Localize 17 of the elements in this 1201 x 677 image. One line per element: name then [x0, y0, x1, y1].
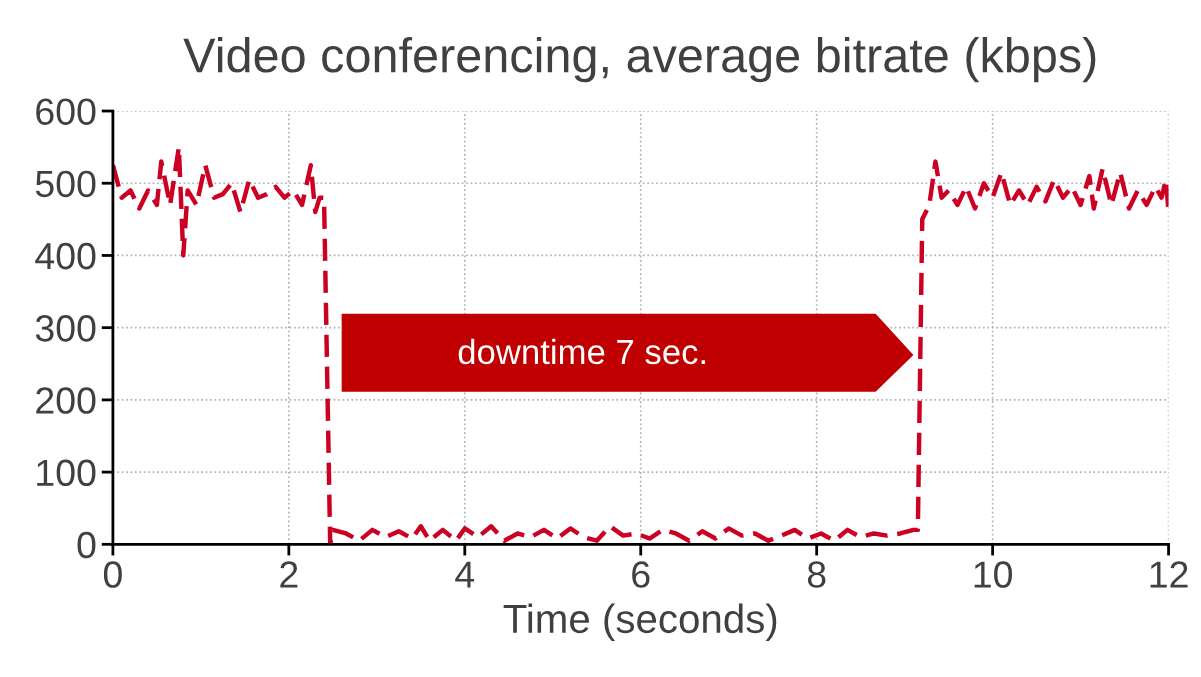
x-tick-label: 4 [455, 561, 475, 588]
chart-title: Video conferencing, average bitrate (kbps) [183, 36, 1096, 83]
x-axis-title: Time (seconds) [503, 603, 777, 642]
y-tick-label: 0 [77, 531, 96, 559]
x-tick-label: 12 [1150, 561, 1188, 588]
x-tick-label: 6 [632, 561, 650, 588]
x-tick-label: 8 [807, 561, 826, 588]
x-tick-label: 0 [103, 561, 122, 588]
x-tick-label: 10 [974, 561, 1013, 588]
annotation: downtime 7 sec. [458, 338, 705, 365]
y-tick-label: 300 [35, 315, 96, 342]
y-tick-label: 500 [35, 170, 96, 198]
y-tick-label: 400 [35, 242, 96, 270]
y-tick-label: 600 [36, 98, 96, 125]
y-tick-label: 100 [37, 459, 96, 487]
y-tick-label: 200 [36, 387, 96, 414]
x-tick-label: 2 [280, 561, 298, 588]
